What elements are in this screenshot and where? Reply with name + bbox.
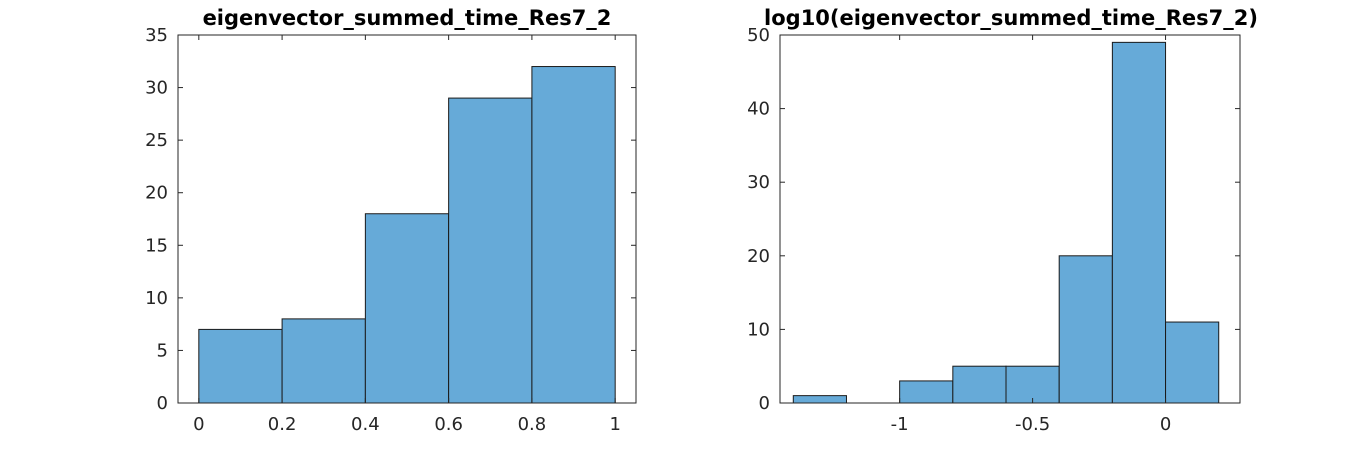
y-tick-label: 30 <box>747 172 770 193</box>
y-tick-label: 30 <box>145 78 168 99</box>
histogram-bar <box>1005 365 1060 404</box>
chart-title: log10(eigenvector_summed_time_Res7_2) <box>764 6 1258 30</box>
x-tick-label: 0.6 <box>434 414 463 435</box>
histogram-bar <box>899 380 954 404</box>
histogram-bar <box>281 318 366 404</box>
histogram-bar <box>1165 321 1220 404</box>
y-tick-label: 10 <box>145 288 168 309</box>
y-tick-label: 35 <box>145 25 168 46</box>
y-tick-label: 5 <box>157 340 168 361</box>
histogram-chart-left: eigenvector_summed_time_Res7_2 0 0.2 0.4 0.… <box>145 6 637 435</box>
y-tick-label: 50 <box>747 25 770 46</box>
histogram-bar <box>198 328 283 404</box>
x-tick-label: -0.5 <box>1015 414 1050 435</box>
x-tick-label: 0 <box>193 414 204 435</box>
histogram-bar <box>448 97 533 404</box>
histogram-bar <box>1058 255 1113 404</box>
x-tick-label: 0 <box>1160 414 1171 435</box>
x-tick-label: 0.4 <box>351 414 380 435</box>
y-tick-label: 15 <box>145 235 168 256</box>
y-tick-label: 10 <box>747 319 770 340</box>
plot-frame <box>177 34 637 404</box>
histogram-bar <box>1111 41 1167 404</box>
chart-title: eigenvector_summed_time_Res7_2 <box>203 6 612 30</box>
x-tick-label: -1 <box>891 414 909 435</box>
histogram-bar <box>792 395 847 404</box>
y-tick-label: 0 <box>157 393 168 414</box>
y-tick-label: 0 <box>759 393 770 414</box>
histogram-chart-right: log10(eigenvector_summed_time_Res7_2) -1… <box>747 6 1258 435</box>
histogram-bar <box>364 213 450 404</box>
plot-frame <box>779 34 1241 404</box>
x-tick-label: 0.8 <box>518 414 547 435</box>
y-tick-label: 40 <box>747 99 770 120</box>
y-tick-label: 20 <box>145 183 168 204</box>
x-tick-label: 1 <box>609 414 620 435</box>
histogram-bar <box>952 365 1007 404</box>
y-tick-label: 25 <box>145 130 168 151</box>
histogram-bar <box>531 66 616 404</box>
y-tick-label: 20 <box>747 246 770 267</box>
x-tick-label: 0.2 <box>268 414 297 435</box>
